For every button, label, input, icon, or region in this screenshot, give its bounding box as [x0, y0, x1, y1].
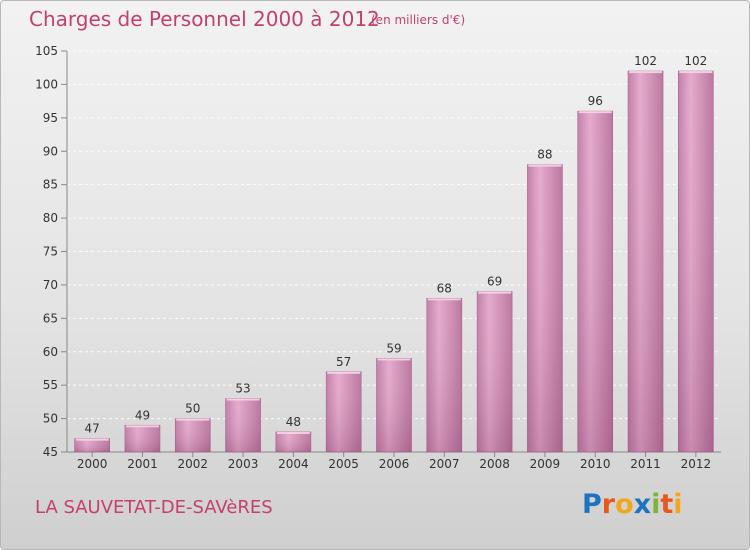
bar-shade [225, 398, 261, 452]
y-tick-label: 60 [43, 345, 58, 359]
bar-top-highlight [478, 291, 512, 294]
x-tick-label: 2008 [479, 457, 510, 471]
bar-top-highlight [679, 71, 713, 74]
bar-top-highlight [176, 418, 210, 421]
logo-letter: i [673, 489, 683, 520]
bar-shade [74, 438, 110, 452]
x-tick-label: 2010 [580, 457, 611, 471]
bar-shade [477, 291, 513, 452]
data-label: 57 [336, 355, 351, 369]
data-label: 96 [588, 94, 603, 108]
bar-top-highlight [629, 71, 663, 74]
data-label: 88 [537, 148, 552, 162]
chart-subtitle: (en milliers d'€) [371, 13, 466, 27]
y-tick-label: 95 [43, 111, 58, 125]
y-tick-label: 70 [43, 278, 58, 292]
x-tick-label: 2005 [328, 457, 359, 471]
bar-top-highlight [226, 398, 260, 401]
bar-top-highlight [276, 431, 310, 434]
bar-top-highlight [327, 371, 361, 374]
y-tick-label: 105 [35, 44, 58, 58]
y-tick-label: 80 [43, 211, 58, 225]
bar-top-highlight [427, 298, 461, 301]
x-tick-label: 2000 [77, 457, 108, 471]
data-label: 59 [386, 341, 401, 355]
bar-shade [376, 358, 412, 452]
x-tick-label: 2006 [379, 457, 410, 471]
y-tick-label: 65 [43, 311, 58, 325]
bar-shade [527, 164, 563, 452]
logo-letter: x [633, 489, 652, 520]
y-tick-label: 55 [43, 378, 58, 392]
y-tick-label: 75 [43, 245, 58, 259]
data-label: 53 [235, 382, 250, 396]
chart-title: Charges de Personnel 2000 à 2012 [29, 7, 380, 31]
bar-shade [326, 371, 362, 452]
y-tick-label: 85 [43, 178, 58, 192]
x-tick-label: 2001 [127, 457, 158, 471]
data-label: 68 [437, 281, 452, 295]
bar-shade [678, 71, 714, 453]
y-tick-label: 45 [43, 445, 58, 459]
data-label: 48 [286, 415, 301, 429]
proxiti-logo: Proxiti [582, 489, 683, 520]
bar-shade [426, 298, 462, 452]
bar-top-highlight [578, 111, 612, 114]
logo-letter: i [651, 489, 661, 520]
x-tick-label: 2011 [630, 457, 661, 471]
y-tick-label: 90 [43, 144, 58, 158]
bar-top-highlight [75, 438, 109, 441]
x-tick-label: 2012 [681, 457, 712, 471]
y-tick-label: 50 [43, 412, 58, 426]
x-tick-label: 2003 [228, 457, 259, 471]
x-tick-label: 2009 [530, 457, 561, 471]
data-label: 50 [185, 402, 200, 416]
data-label: 49 [135, 408, 150, 422]
bar-shade [577, 111, 613, 453]
x-tick-label: 2002 [177, 457, 208, 471]
bar-top-highlight [377, 358, 411, 361]
bar-top-highlight [528, 164, 562, 167]
logo-letter: t [660, 489, 674, 520]
logo-letter: P [582, 489, 602, 520]
data-label: 102 [684, 54, 707, 68]
bar-shade [275, 431, 311, 452]
bar-shade [175, 418, 211, 452]
logo-letter: o [615, 489, 634, 520]
bar-shade [124, 425, 160, 452]
y-tick-label: 100 [35, 77, 58, 91]
data-label: 102 [634, 54, 657, 68]
x-tick-label: 2004 [278, 457, 309, 471]
bar-top-highlight [125, 425, 159, 428]
logo-letter: r [601, 489, 616, 520]
commune-name: LA SAUVETAT-DE-SAVèRES [35, 497, 273, 518]
bar-shade [628, 71, 664, 453]
data-label: 47 [85, 422, 100, 436]
data-label: 69 [487, 275, 502, 289]
x-tick-label: 2007 [429, 457, 460, 471]
